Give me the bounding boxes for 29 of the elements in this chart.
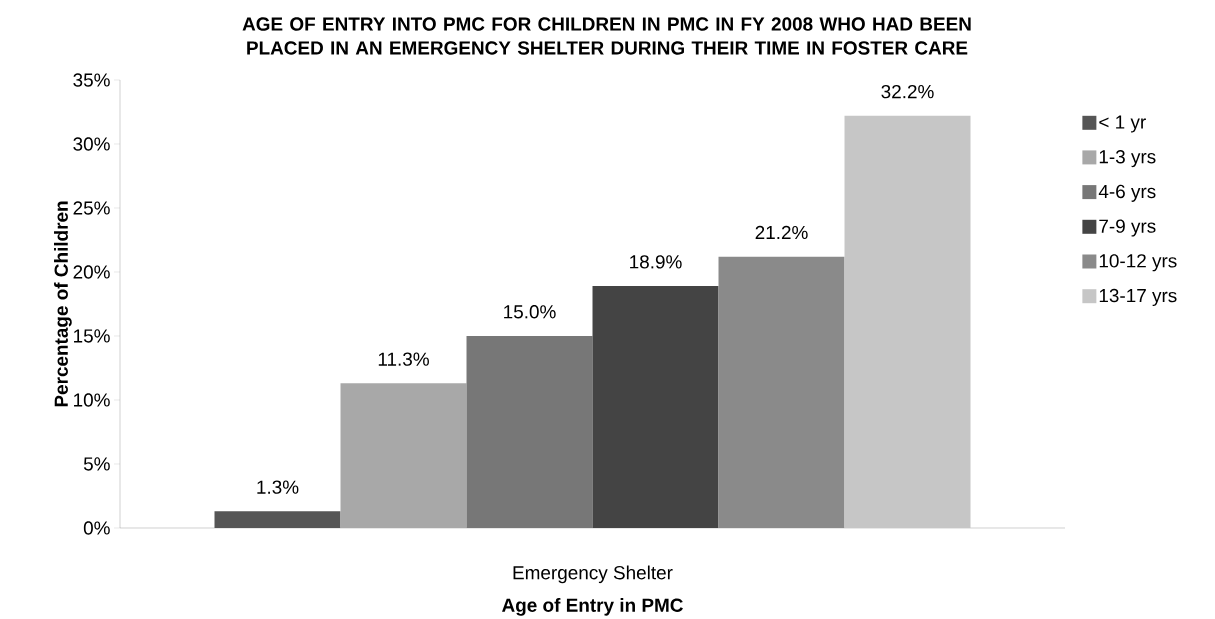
bar — [466, 335, 593, 528]
legend-label: 10-12 yrs — [1099, 254, 1177, 272]
y-tick-label: 10% — [74, 393, 110, 407]
data-label: 18.9% — [630, 255, 682, 269]
x-axis-title: Age of Entry in PMC — [502, 597, 683, 616]
bar — [592, 286, 719, 528]
bar — [844, 115, 971, 528]
legend-label: 7-9 yrs — [1099, 219, 1156, 237]
data-label: 32.2% — [881, 84, 934, 99]
y-tick-label: 25% — [73, 201, 110, 215]
legend-label: 4-6 yrs — [1098, 184, 1156, 202]
chart-title: AGE OF ENTRY INTO PMC FOR CHILDREN IN PMC IN FY 2008 WHO HAD BEEN PLACED IN AN EMERGENCY SHELTER DURING THEIR TIME IN FOSTER CARE — [242, 17, 971, 55]
x-tick-label: Emergency Shelter — [513, 565, 673, 584]
y-axis-title: Percentage of Children — [54, 201, 72, 407]
y-tick-label: 30% — [73, 137, 110, 151]
data-label: 11.3% — [378, 352, 429, 366]
legend-label: < 1 yr — [1099, 115, 1146, 133]
legend-label: 13-17 yrs — [1099, 288, 1177, 306]
data-label: 21.2% — [755, 225, 808, 240]
y-tick-label: 15% — [74, 329, 110, 343]
y-tick-label: 35% — [73, 73, 110, 87]
bar — [214, 511, 341, 528]
y-tick-label: 20% — [73, 265, 110, 279]
bar — [340, 383, 467, 528]
data-label: 15.0% — [504, 305, 556, 319]
legend-label: 1-3 yrs — [1099, 150, 1156, 168]
y-tick-label: 5% — [83, 457, 110, 471]
y-tick-label: 0% — [83, 521, 110, 535]
data-label: 1.3% — [257, 480, 299, 494]
